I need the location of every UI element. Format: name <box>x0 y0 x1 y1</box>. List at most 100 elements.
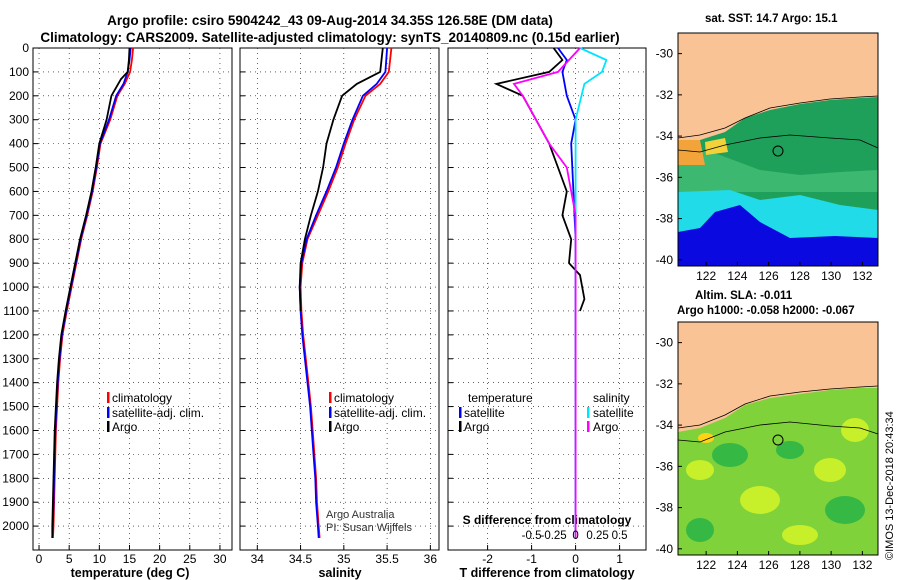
map_sla-xtick-label: 128 <box>790 558 810 572</box>
sal-legend-clim: climatology <box>334 391 394 405</box>
map_sla-ytick-label: -34 <box>656 418 674 432</box>
depth-tick-label: 2000 <box>2 519 29 533</box>
ocean-sst-band <box>678 150 878 192</box>
difference-xtick-label: -1 <box>526 552 537 566</box>
difference-plot: -2 -1 0 1 <box>448 47 646 566</box>
title-line-2: Climatology: CARS2009. Satellite-adjuste… <box>40 30 620 45</box>
coastline <box>677 95 879 139</box>
annotation-argo-australia: Argo Australia <box>326 509 395 521</box>
temperature-xtick-label: 20 <box>153 552 167 566</box>
map_sst-xtick-label: 124 <box>727 269 747 283</box>
difference-frame <box>447 47 647 551</box>
map_sla-ytick-label: -38 <box>656 501 674 515</box>
diff-legend-sal-sat: satellite <box>593 406 634 420</box>
sdiff-tick-label: -0.5 <box>522 530 542 542</box>
salinity-xtick-label: 34 <box>251 552 265 566</box>
warm-patch-2 <box>705 138 728 155</box>
sdiff-tick-label: 0 <box>572 530 578 542</box>
difference-xlabel: T difference from climatology <box>459 566 634 580</box>
map_sst-ytick-label: -34 <box>656 129 674 143</box>
temp-legend-swatch-argo <box>107 421 110 432</box>
argo-position-marker <box>772 145 784 157</box>
sla-map-title-1: Altim. SLA: -0.011 <box>695 290 793 302</box>
sal-legend-sat: satellite-adj. clim. <box>334 406 426 420</box>
sla-peak <box>698 433 714 443</box>
sal-legend-swatch-argo <box>329 421 332 432</box>
map_sst-ytick-label: -40 <box>656 253 674 267</box>
depth-tick-label: 1200 <box>2 328 29 342</box>
sdiff-tick-label: -0.25 <box>540 530 566 542</box>
salinity-frame <box>239 47 440 551</box>
map_sla-ytick-label: -36 <box>656 459 674 473</box>
salinity-xtick-label: 35 <box>337 552 351 566</box>
depth-tick-label: 500 <box>9 161 29 175</box>
salinity-xtick-label: 35.5 <box>375 552 399 566</box>
depth-tick-label: 0 <box>22 41 29 55</box>
diff-legend-swatch-targo <box>459 421 462 432</box>
temp-legend-sat: satellite-adj. clim. <box>112 406 204 420</box>
depth-tick-label: 1300 <box>2 352 29 366</box>
sla-map-title-2: Argo h1000: -0.058 h2000: -0.067 <box>677 305 855 317</box>
depth-tick-label: 300 <box>9 113 29 127</box>
map_sst-xtick-label: 130 <box>821 269 841 283</box>
diff-legend-swatch-ssat <box>587 407 590 418</box>
map_sla-xtick-label: 126 <box>759 558 779 572</box>
diff-legend-swatch-sargo <box>587 421 590 432</box>
depth-tick-label: 1400 <box>2 376 29 390</box>
depth-tick-label: 700 <box>9 208 29 222</box>
map_sla-xtick-label: 130 <box>821 558 841 572</box>
map_sst-xtick-label: 126 <box>759 269 779 283</box>
depth-tick-label: 100 <box>9 65 29 79</box>
difference-xtick-label: 0 <box>572 552 579 566</box>
map_sla-ytick-label: -32 <box>656 377 674 391</box>
temperature-xlabel: temperature (deg C) <box>71 566 190 580</box>
salinity-xtick-label: 36 <box>424 552 438 566</box>
cold-region <box>678 205 878 266</box>
temp-legend-argo: Argo <box>112 420 138 434</box>
difference-series-s-argo <box>512 47 581 538</box>
map_sst-ytick-label: -38 <box>656 212 674 226</box>
sla-map-frame <box>677 321 879 556</box>
credit-stamp: ©IMOS 13-Dec-2018 20:43:34 <box>884 411 896 560</box>
temp-legend-swatch-sat <box>107 407 110 418</box>
temperature-plot: 0 5 10 15 20 25 30 <box>33 47 232 566</box>
sst-map <box>677 32 879 267</box>
sdiff-tick-label: 0.25 <box>586 530 608 542</box>
annotation-pi: PI: Susan Wijffels <box>326 522 412 534</box>
sdiff-tick-label: 0.5 <box>612 530 628 542</box>
sal-legend-swatch-sat <box>329 407 332 418</box>
map_sst-ytick-label: -32 <box>656 88 674 102</box>
sla-map <box>677 321 879 556</box>
depth-tick-label: 1500 <box>2 400 29 414</box>
map_sst-xtick-label: 122 <box>696 269 716 283</box>
depth-tick-label: 900 <box>9 256 29 270</box>
coastline-2 <box>677 385 879 429</box>
diff-legend-swatch-tsat <box>459 407 462 418</box>
temp-legend-clim: climatology <box>112 391 172 405</box>
depth-tick-label: 1700 <box>2 447 29 461</box>
temperature-xtick-label: 30 <box>213 552 227 566</box>
sla-high-patches <box>686 418 869 545</box>
depth-tick-label: 1100 <box>3 304 29 318</box>
map_sla-xtick-label: 124 <box>727 558 747 572</box>
title-line-1: Argo profile: csiro 5904242_43 09-Aug-20… <box>107 13 553 28</box>
sla-low-patches <box>686 441 865 542</box>
temperature-series-argo <box>51 47 131 538</box>
map_sst-ytick-label: -30 <box>656 47 674 61</box>
map_sla-xtick-label: 122 <box>696 558 716 572</box>
argo-position-marker-2 <box>772 434 784 446</box>
temp-legend-swatch-clim <box>107 392 110 403</box>
difference-xlabel-top: S difference from climatology <box>463 513 632 527</box>
map_sst-xtick-label: 132 <box>852 269 872 283</box>
depth-contour-2 <box>677 421 879 443</box>
diff-legend-sal-argo: Argo <box>593 420 619 434</box>
depth-tick-label: 200 <box>9 89 29 103</box>
map_sst-xtick-label: 128 <box>790 269 810 283</box>
sst-map-frame <box>677 32 879 267</box>
depth-tick-label: 1800 <box>2 471 29 485</box>
salinity-plot: 34 34.5 35 35.5 36 <box>240 47 439 566</box>
sal-legend-swatch-clim <box>329 392 332 403</box>
temperature-xtick-label: 15 <box>123 552 137 566</box>
depth-tick-label: 1000 <box>2 280 29 294</box>
